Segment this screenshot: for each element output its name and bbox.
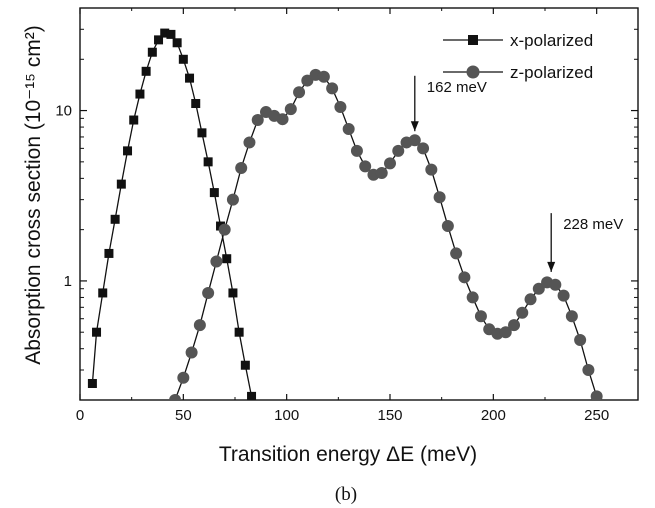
- legend-label: z-polarized: [510, 63, 593, 82]
- series-line: [174, 74, 598, 400]
- series-z-polarized: [169, 68, 603, 400]
- annotation-label: 228 meV: [563, 216, 623, 233]
- data-point-circle: [582, 364, 595, 377]
- data-point-circle: [243, 136, 256, 149]
- data-point-circle: [549, 278, 562, 291]
- figure-caption: (b): [335, 484, 357, 505]
- data-point-square: [160, 28, 170, 38]
- data-point-square: [185, 73, 195, 83]
- data-point-circle: [342, 122, 355, 135]
- data-point-square: [203, 157, 213, 167]
- data-point-circle: [417, 142, 430, 155]
- data-point-circle: [450, 247, 463, 260]
- data-point-circle: [392, 144, 405, 157]
- data-point-square: [228, 288, 238, 298]
- plot-frame: [79, 7, 639, 401]
- data-point-circle: [235, 162, 248, 175]
- data-point-circle: [334, 100, 347, 113]
- data-point-square: [154, 35, 164, 45]
- data-point-square: [178, 54, 188, 64]
- legend-marker-circle: [466, 65, 480, 79]
- data-point-circle: [466, 291, 479, 304]
- x-tick-label: 250: [584, 407, 609, 424]
- data-point-square: [222, 254, 232, 264]
- data-point-circle: [226, 193, 239, 206]
- data-point-circle: [532, 282, 545, 295]
- x-tick-label: 0: [76, 407, 84, 424]
- data-point-square: [147, 47, 157, 57]
- data-point-circle: [185, 346, 198, 359]
- data-point-circle: [293, 86, 306, 99]
- series-group: [87, 28, 603, 400]
- annotation-arrowhead: [547, 261, 556, 272]
- data-point-circle: [210, 255, 223, 268]
- data-point-circle: [375, 167, 388, 180]
- data-point-square: [141, 66, 151, 76]
- data-point-circle: [408, 134, 421, 147]
- data-point-circle: [251, 114, 264, 127]
- data-point-circle: [524, 293, 537, 306]
- legend: x-polarized z-polarized: [443, 31, 593, 82]
- data-point-circle: [202, 286, 215, 299]
- y-tick-label: 10: [55, 103, 72, 120]
- data-point-circle: [326, 82, 339, 95]
- data-point-circle: [284, 103, 297, 116]
- x-tick-label: 200: [481, 407, 506, 424]
- axis-ticks: 0 50 100 150 200 250 1 10: [55, 8, 638, 424]
- data-point-square: [110, 214, 120, 224]
- x-tick-label: 50: [175, 407, 192, 424]
- data-point-square: [166, 29, 176, 39]
- data-point-square: [116, 179, 126, 189]
- data-point-circle: [516, 306, 529, 319]
- x-tick-label: 100: [274, 407, 299, 424]
- annotation-arrowhead: [410, 121, 419, 132]
- data-point-circle: [317, 70, 330, 83]
- data-point-circle: [384, 157, 396, 170]
- data-point-circle: [193, 319, 206, 332]
- data-point-square: [191, 99, 201, 109]
- data-point-square: [247, 391, 257, 400]
- data-point-circle: [433, 191, 446, 204]
- data-point-square: [234, 327, 244, 337]
- data-point-circle: [177, 371, 190, 384]
- legend-label: x-polarized: [510, 31, 593, 50]
- data-point-circle: [565, 310, 578, 323]
- data-point-circle: [557, 289, 570, 302]
- y-axis-title: Absorption cross section (10⁻¹⁵ cm²): [22, 25, 45, 365]
- data-point-square: [135, 89, 145, 99]
- x-axis-title: Transition energy ΔE (meV): [219, 443, 477, 466]
- data-point-square: [92, 327, 102, 337]
- data-point-circle: [441, 220, 454, 233]
- data-point-square: [87, 378, 97, 388]
- data-point-square: [123, 146, 133, 156]
- data-point-circle: [169, 394, 182, 400]
- data-point-circle: [574, 334, 587, 347]
- y-tick-label: 1: [64, 273, 72, 290]
- data-point-square: [104, 248, 114, 258]
- data-point-circle: [474, 310, 487, 323]
- annotations: 162 meV 228 meV: [410, 75, 623, 272]
- data-point-circle: [425, 163, 438, 176]
- data-point-circle: [458, 271, 471, 284]
- data-point-square: [172, 38, 182, 48]
- plot-area: [79, 7, 639, 401]
- data-point-square: [98, 288, 108, 298]
- data-point-circle: [359, 160, 372, 173]
- data-point-circle: [499, 326, 512, 339]
- data-point-circle: [350, 144, 363, 157]
- annotation-label: 162 meV: [427, 79, 487, 96]
- data-point-square: [129, 115, 139, 125]
- legend-marker-square: [468, 35, 478, 45]
- data-point-circle: [590, 390, 603, 400]
- data-point-square: [240, 360, 250, 370]
- data-point-square: [197, 128, 207, 138]
- series-line: [91, 32, 253, 397]
- x-tick-label: 150: [377, 407, 402, 424]
- data-point-circle: [276, 113, 289, 126]
- data-point-circle: [508, 319, 520, 332]
- series-x-polarized: [87, 28, 257, 400]
- data-point-circle: [218, 223, 231, 236]
- data-point-square: [209, 188, 219, 198]
